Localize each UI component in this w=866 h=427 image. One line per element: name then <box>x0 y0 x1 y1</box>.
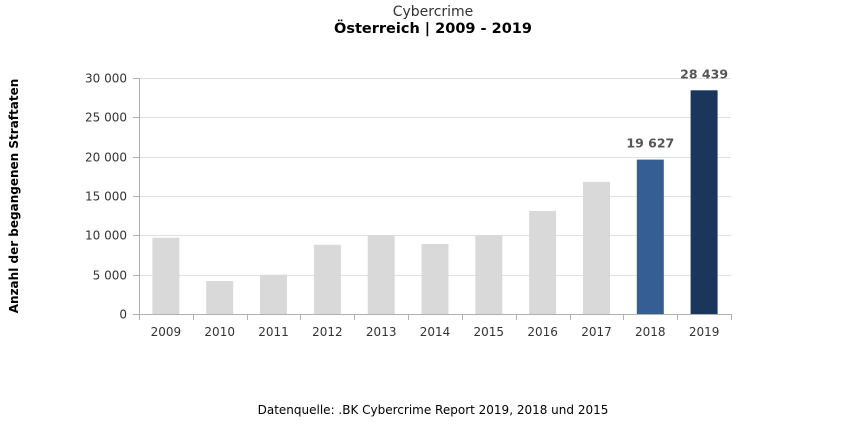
bar-2011 <box>260 274 287 314</box>
axes <box>133 78 732 320</box>
bar-2014 <box>421 244 449 314</box>
bar-2013 <box>367 235 395 314</box>
x-tick-label: 2019 <box>689 325 720 339</box>
x-tick-label: 2015 <box>474 325 505 339</box>
x-tick-label: 2010 <box>204 325 235 339</box>
data-label-2018: 19 627 <box>626 136 674 151</box>
y-tick-label: 25 000 <box>85 111 127 125</box>
data-label-2019: 28 439 <box>680 66 728 81</box>
x-tick-label: 2011 <box>258 325 289 339</box>
y-tick-label: 5 000 <box>93 269 127 283</box>
x-tick-label: 2017 <box>581 325 612 339</box>
bar-2015 <box>475 235 503 314</box>
y-tick-label: 20 000 <box>85 151 127 165</box>
labels: 0 5 000 10 000 15 000 20 000 25 000 30 000 2009… <box>85 66 728 339</box>
bar-2016 <box>529 210 557 314</box>
y-tick-label: 15 000 <box>85 190 127 204</box>
y-tick-label: 10 000 <box>85 229 127 243</box>
bar-2010 <box>206 281 234 314</box>
x-tick-label: 2013 <box>366 325 397 339</box>
bar-2009 <box>152 237 180 314</box>
data-source-note: Datenquelle: .BK Cybercrime Report 2019,… <box>257 403 609 417</box>
bars <box>152 90 718 314</box>
x-tick-label: 2014 <box>420 325 451 339</box>
bar-2019 <box>690 90 718 314</box>
x-tick-label: 2012 <box>312 325 343 339</box>
x-tick-label: 2018 <box>635 325 666 339</box>
chart-subtitle: Österreich | 2009 - 2019 <box>334 21 532 37</box>
bar-2018 <box>636 159 664 314</box>
y-tick-label: 0 <box>119 308 127 322</box>
chart-title: Cybercrime <box>392 4 474 20</box>
bar-2012 <box>313 244 341 314</box>
x-tick-label: 2009 <box>151 325 182 339</box>
x-tick-label: 2016 <box>527 325 558 339</box>
bar-2017 <box>583 181 610 314</box>
y-tick-label: 30 000 <box>85 72 127 86</box>
